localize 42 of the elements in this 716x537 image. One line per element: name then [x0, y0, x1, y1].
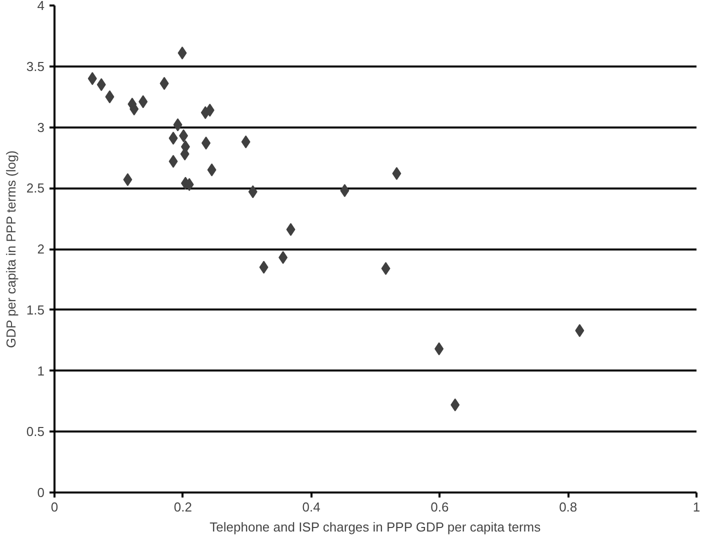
point	[434, 342, 444, 356]
y-tick-label: 3	[37, 120, 45, 135]
point	[207, 163, 216, 176]
point	[278, 251, 288, 264]
y-tick-label: 1.5	[26, 302, 45, 318]
x-tick-label: 0	[50, 500, 58, 514]
point	[168, 132, 178, 145]
point	[105, 90, 114, 104]
x-tick-label: 0.4	[302, 500, 320, 514]
y-tick-label: 4	[37, 0, 45, 13]
point	[160, 76, 169, 90]
y-tick-label: 1	[37, 363, 45, 378]
point	[205, 104, 214, 117]
x-tick-label: 1	[692, 500, 700, 514]
point	[286, 223, 296, 236]
point	[88, 72, 97, 86]
point	[340, 184, 350, 198]
y-axis-title: GDP per capita in PPP terms (log)	[3, 150, 18, 348]
x-tick-label: 0.2	[174, 500, 192, 514]
point	[179, 129, 188, 142]
point	[241, 135, 250, 148]
point	[392, 167, 402, 180]
point	[450, 398, 460, 412]
x-tick-label: 0.6	[430, 500, 449, 514]
point	[138, 95, 148, 108]
point	[248, 185, 258, 198]
y-tick-label: 2.5	[26, 180, 45, 196]
y-tick-label: 3.5	[26, 58, 45, 74]
x-axis-title: Telephone and ISP charges in PPP GDP per capita terms	[210, 520, 542, 534]
point	[259, 260, 268, 274]
point	[168, 154, 178, 168]
y-tick-label: 0.5	[26, 424, 45, 440]
point	[178, 46, 187, 60]
point	[173, 118, 182, 132]
x-tick-label: 0.8	[559, 500, 578, 514]
y-tick-label: 0	[37, 485, 45, 500]
point	[123, 173, 132, 186]
point	[381, 262, 390, 275]
point	[575, 324, 584, 338]
y-tick-label: 2	[37, 242, 45, 256]
point	[96, 78, 106, 92]
point	[202, 136, 211, 150]
